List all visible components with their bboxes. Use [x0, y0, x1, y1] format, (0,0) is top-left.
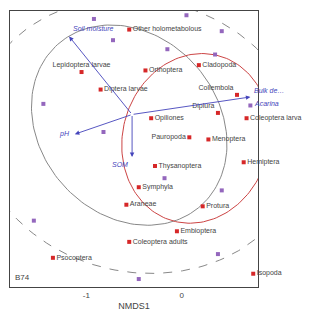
svg-text:Other holometabolous: Other holometabolous [133, 25, 202, 32]
svg-text:Diptera larvae: Diptera larvae [104, 85, 148, 93]
svg-text:Isopoda: Isopoda [257, 269, 282, 277]
svg-text:Acarina: Acarina [254, 100, 279, 107]
svg-text:Araneae: Araneae [130, 200, 157, 207]
svg-text:0: 0 [179, 291, 184, 300]
svg-text:Embioptera: Embioptera [180, 227, 216, 235]
svg-text:SOM: SOM [112, 161, 128, 168]
svg-text:NMDS1: NMDS1 [118, 301, 150, 311]
svg-text:Orthoptera: Orthoptera [149, 66, 183, 74]
svg-text:Psocoptera: Psocoptera [56, 254, 92, 262]
svg-text:Menoptera: Menoptera [212, 135, 246, 143]
svg-text:-1: -1 [83, 291, 91, 300]
svg-text:Protura: Protura [206, 202, 229, 209]
svg-text:pH: pH [59, 130, 70, 138]
svg-text:Bulk de…: Bulk de… [254, 87, 284, 94]
svg-text:Pauropoda: Pauropoda [152, 133, 186, 141]
svg-text:Cladopoda: Cladopoda [202, 61, 236, 69]
svg-text:Hemiptera: Hemiptera [247, 158, 279, 166]
svg-text:Opiliones: Opiliones [155, 114, 185, 122]
svg-text:B74: B74 [15, 273, 30, 282]
svg-text:Soil moisture: Soil moisture [73, 25, 114, 32]
svg-text:Collembola: Collembola [198, 84, 233, 91]
svg-text:Diplura: Diplura [192, 102, 214, 110]
svg-text:Symphyla: Symphyla [142, 183, 173, 191]
svg-text:Coleoptera adults: Coleoptera adults [133, 238, 188, 246]
svg-text:Coleoptera larva: Coleoptera larva [250, 114, 301, 122]
svg-text:Lepidoptera larvae: Lepidoptera larvae [53, 61, 111, 69]
svg-text:Thysanoptera: Thysanoptera [158, 162, 201, 170]
